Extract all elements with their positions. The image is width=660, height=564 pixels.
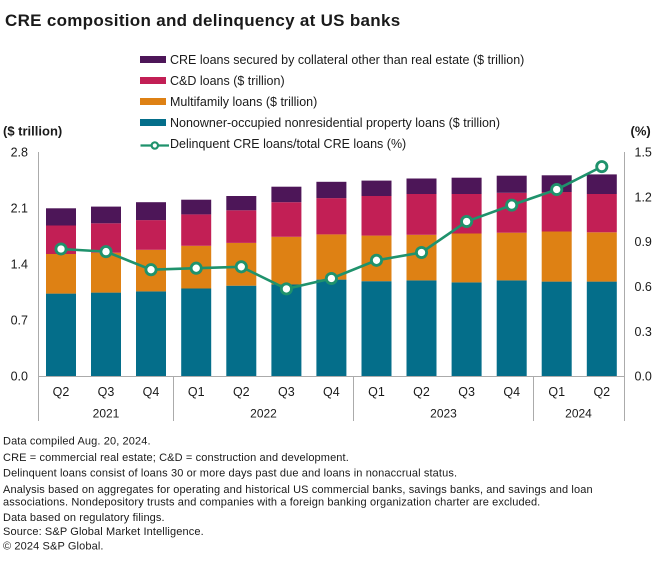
svg-text:Source: S&P Global Market Inte: Source: S&P Global Market Intelligence.: [3, 526, 204, 538]
svg-text:Q4: Q4: [503, 385, 520, 399]
svg-text:Delinquent CRE loans/total CRE: Delinquent CRE loans/total CRE loans (%): [170, 137, 406, 151]
svg-text:Data compiled Aug. 20, 2024.: Data compiled Aug. 20, 2024.: [3, 435, 151, 447]
svg-text:2.8: 2.8: [11, 146, 28, 160]
svg-text:1.4: 1.4: [11, 258, 28, 272]
svg-text:2024: 2024: [565, 407, 592, 421]
svg-text:CRE loans secured by collatera: CRE loans secured by collateral other th…: [170, 53, 524, 67]
svg-text:2.1: 2.1: [11, 202, 28, 216]
svg-text:0.3: 0.3: [635, 325, 652, 339]
svg-text:Q1: Q1: [368, 385, 385, 399]
svg-text:associations. Nondepository tr: associations. Nondepository trusts and c…: [3, 496, 540, 508]
svg-text:Q2: Q2: [233, 385, 250, 399]
svg-text:© 2024 S&P Global.: © 2024 S&P Global.: [3, 540, 104, 552]
svg-text:Q1: Q1: [188, 385, 205, 399]
svg-text:CRE composition and delinquenc: CRE composition and delinquency at US ba…: [5, 11, 400, 30]
svg-text:C&D loans ($ trillion): C&D loans ($ trillion): [170, 74, 285, 88]
svg-text:0.0: 0.0: [635, 370, 652, 384]
svg-text:Delinquent loans consist of lo: Delinquent loans consist of loans 30 or …: [3, 467, 457, 479]
svg-text:Q1: Q1: [548, 385, 565, 399]
svg-text:1.5: 1.5: [635, 146, 652, 160]
svg-text:CRE = commercial real estate;: CRE = commercial real estate; C&D = cons…: [3, 452, 349, 464]
svg-text:2023: 2023: [430, 407, 457, 421]
svg-text:Q3: Q3: [278, 385, 295, 399]
svg-text:Nonowner-occupied nonresidenti: Nonowner-occupied nonresidential propert…: [170, 116, 500, 130]
svg-text:2021: 2021: [93, 407, 120, 421]
svg-text:0.0: 0.0: [11, 370, 28, 384]
svg-text:0.9: 0.9: [635, 235, 652, 249]
svg-text:Q3: Q3: [458, 385, 475, 399]
svg-text:Q4: Q4: [323, 385, 340, 399]
svg-text:Data based on regulatory filin: Data based on regulatory filings.: [3, 512, 165, 524]
svg-text:Q2: Q2: [593, 385, 610, 399]
svg-text:($ trillion): ($ trillion): [3, 124, 62, 139]
svg-text:Q3: Q3: [98, 385, 115, 399]
svg-text:Multifamily loans ($ trillion): Multifamily loans ($ trillion): [170, 95, 317, 109]
svg-text:0.7: 0.7: [11, 314, 28, 328]
svg-text:0.6: 0.6: [635, 280, 652, 294]
svg-text:Analysis based on aggregates f: Analysis based on aggregates for operati…: [3, 484, 593, 496]
svg-text:1.2: 1.2: [635, 190, 652, 204]
svg-text:(%): (%): [631, 124, 651, 139]
svg-text:Q2: Q2: [53, 385, 70, 399]
svg-text:2022: 2022: [250, 407, 277, 421]
svg-text:Q2: Q2: [413, 385, 430, 399]
svg-text:Q4: Q4: [143, 385, 160, 399]
